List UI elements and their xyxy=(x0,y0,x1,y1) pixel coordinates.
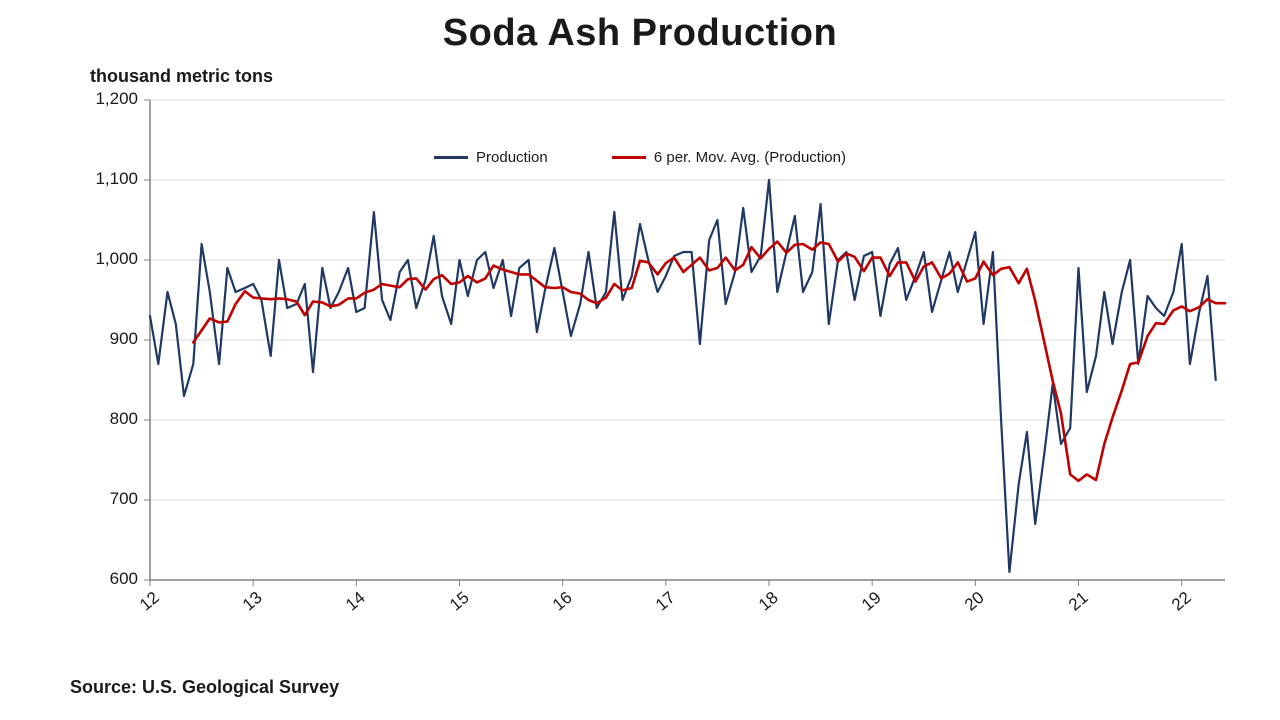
plot-area xyxy=(0,0,1280,720)
chart-container: Soda Ash Production thousand metric tons… xyxy=(0,0,1280,720)
source-attribution: Source: U.S. Geological Survey xyxy=(70,677,339,698)
